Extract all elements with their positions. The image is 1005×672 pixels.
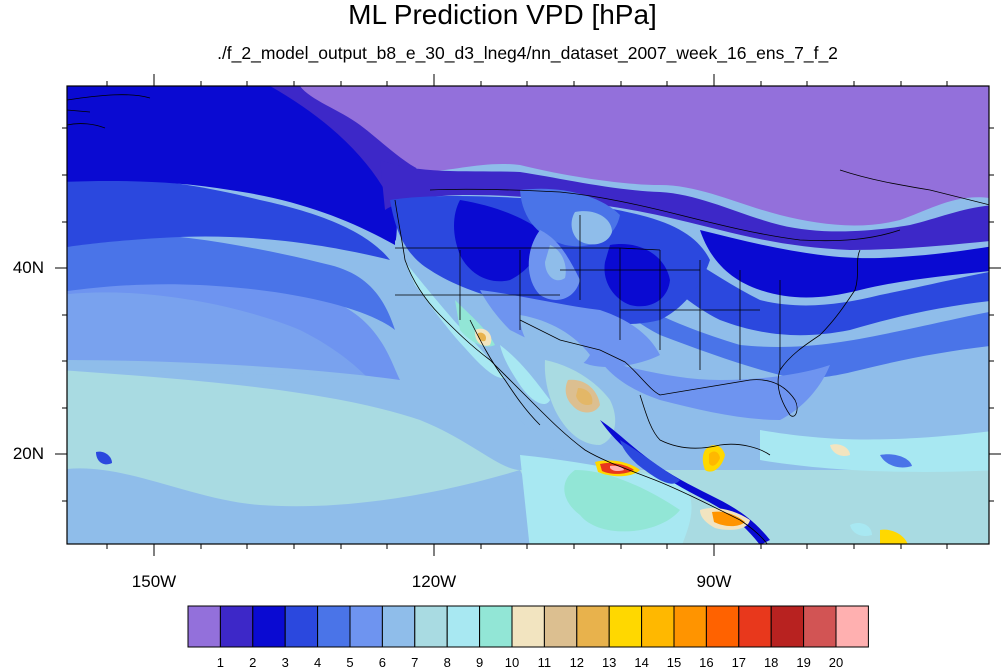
colorbar-swatch [738, 605, 772, 648]
colorbar-swatch [770, 605, 805, 648]
colorbar-swatch [511, 605, 545, 648]
colorbar-swatch [284, 605, 319, 648]
colorbar-tick-label: 5 [346, 655, 354, 670]
vpd-field [67, 86, 989, 544]
colorbar-tick-label: 14 [634, 655, 649, 670]
colorbar-tick-label: 4 [313, 655, 322, 670]
colorbar-tick-label: 12 [569, 655, 585, 670]
colorbar-swatch [576, 605, 610, 648]
colorbar-swatch [835, 605, 869, 648]
colorbar-tick-label: 2 [249, 655, 257, 670]
map-subtitle: ./f_2_model_output_b8_e_30_d3_lneg4/nn_d… [217, 43, 838, 63]
colorbar-tick-label: 6 [378, 655, 386, 670]
colorbar-tick-label: 17 [731, 655, 747, 670]
boundaries [67, 94, 989, 544]
colorbar-tick-label: 15 [666, 655, 682, 670]
colorbar-swatch [252, 605, 286, 648]
colorbar-tick-label: 16 [699, 655, 714, 670]
colorbar-tick-label: 3 [281, 655, 289, 670]
colorbar-swatch [705, 605, 740, 648]
colorbar-tick-label: 10 [504, 655, 520, 670]
colorbar-swatch [317, 605, 351, 648]
colorbar-swatch [414, 605, 448, 648]
colorbar-swatch [641, 605, 675, 648]
map-ticks [55, 74, 1001, 556]
colorbar-swatch [187, 605, 221, 648]
lon-label-150w: 150W [131, 572, 177, 591]
colorbar-tick-label: 11 [537, 655, 552, 670]
colorbar-tick-label: 8 [443, 655, 451, 670]
lon-label-120w: 120W [411, 572, 457, 591]
colorbar-swatch [803, 605, 837, 648]
colorbar-swatch [608, 605, 643, 648]
colorbar-tick-label: 19 [796, 655, 811, 670]
colorbar-swatch [479, 605, 513, 648]
colorbar-swatch [543, 605, 578, 648]
colorbar-tick-label: 20 [828, 655, 844, 670]
colorbar-swatch [673, 605, 707, 648]
lat-label-40n: 40N [12, 258, 44, 277]
lon-label-90w: 90W [696, 572, 732, 591]
colorbar-tick-label: 9 [475, 655, 484, 670]
colorbar-swatch [381, 605, 416, 648]
colorbar-swatch [446, 605, 481, 648]
colorbar-tick-label: 7 [411, 655, 419, 670]
colorbar-swatch [349, 605, 383, 648]
colorbar-tick-label: 18 [763, 655, 779, 670]
map-title: ML Prediction VPD [hPa] [348, 0, 657, 30]
colorbar-tick-label: 1 [216, 655, 224, 670]
colorbar-swatch [219, 605, 254, 648]
lat-label-20n: 20N [12, 444, 44, 463]
colorbar-tick-label: 13 [601, 655, 617, 670]
